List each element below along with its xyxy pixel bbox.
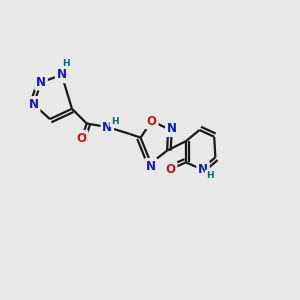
Text: N: N: [146, 160, 156, 173]
Text: H: H: [62, 58, 70, 68]
Text: O: O: [77, 132, 87, 145]
Text: O: O: [147, 115, 157, 128]
Text: N: N: [57, 68, 67, 81]
Text: N: N: [102, 121, 112, 134]
Text: N: N: [36, 76, 46, 89]
Text: O: O: [166, 163, 176, 176]
Text: N: N: [198, 163, 208, 176]
Text: H: H: [111, 117, 118, 126]
Text: N: N: [29, 98, 39, 111]
Text: N: N: [167, 122, 177, 135]
Text: H: H: [206, 171, 214, 180]
